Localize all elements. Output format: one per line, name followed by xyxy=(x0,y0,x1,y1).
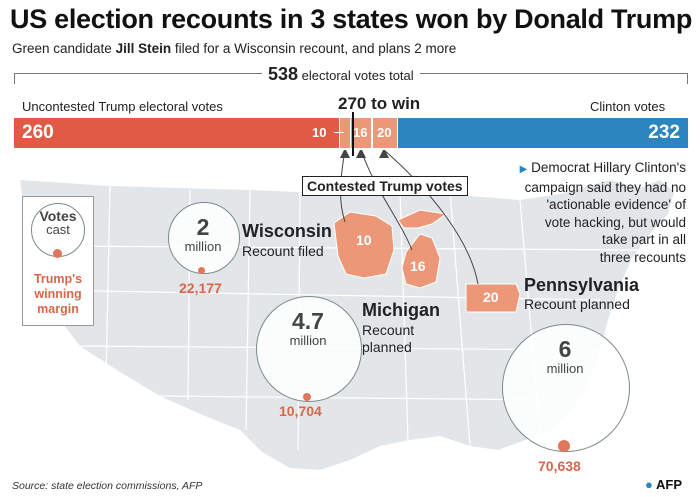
michigan-votes-unit: million xyxy=(289,333,327,348)
bar-segment-pennsylvania: 20 xyxy=(373,118,397,148)
note-line: take part in all xyxy=(601,232,686,247)
clinton-label: Clinton votes xyxy=(590,99,666,114)
michigan-margin: 10,704 xyxy=(279,403,322,419)
michigan-upper-shape xyxy=(397,209,448,229)
subtitle-pre: Green candidate xyxy=(12,41,116,56)
note-line: campaign said they had no xyxy=(524,179,686,195)
michigan-margin-dot xyxy=(303,393,311,401)
wisconsin-votes-circle xyxy=(168,202,240,274)
total-caption: electoral votes total xyxy=(298,68,414,83)
michigan-ev: 16 xyxy=(410,258,426,274)
legend-votes: Votes xyxy=(39,208,77,224)
pennsylvania-status: Recount planned xyxy=(524,296,630,312)
michigan-votes-number: 4.7 xyxy=(292,308,324,334)
to-win-label: 270 to win xyxy=(338,94,421,113)
wisconsin-ev: 10 xyxy=(356,232,372,248)
bar-value-pennsylvania: 20 xyxy=(377,125,392,140)
note-line: 'actionable evidence' of xyxy=(546,197,686,212)
michigan-votes-circle xyxy=(256,296,362,402)
contested-label: Contested Trump votes xyxy=(302,176,468,196)
legend: Votes cast Trump's winning margin xyxy=(22,196,94,326)
michigan-votes: 4.7 million xyxy=(256,308,360,348)
michigan-status: Recount planned xyxy=(362,322,414,356)
bar-value-michigan: 16 xyxy=(353,125,368,140)
to-win-marker xyxy=(352,112,354,156)
legend-cast: cast xyxy=(46,222,70,237)
bar-segment-clinton: 232 xyxy=(398,118,688,148)
wisconsin-shape xyxy=(333,211,395,279)
note-line-text: Democrat Hillary Clinton's xyxy=(531,160,686,175)
wisconsin-arrow-icon xyxy=(340,150,350,158)
michigan-arrow-icon xyxy=(356,150,366,158)
pennsylvania-margin-dot xyxy=(558,440,570,452)
wisconsin-margin: 22,177 xyxy=(179,280,222,296)
pennsylvania-margin: 70,638 xyxy=(538,458,581,474)
pennsylvania-votes: 6 million xyxy=(502,336,628,376)
bar-value-clinton: 232 xyxy=(648,122,680,143)
legend-dot xyxy=(53,249,62,258)
pennsylvania-votes-number: 6 xyxy=(558,336,572,362)
legend-caption-line: Trump's xyxy=(33,272,83,286)
total-label: 538 electoral votes total xyxy=(262,64,420,85)
michigan-status-line: Recount xyxy=(362,322,415,338)
michigan-name: Michigan xyxy=(362,300,441,320)
wisconsin-votes: 2 million xyxy=(168,214,238,254)
wisconsin-margin-dot xyxy=(198,267,205,274)
subtitle-post: filed for a Wisconsin recount, and plans… xyxy=(171,41,457,56)
total-number: 538 xyxy=(268,64,299,84)
legend-circle xyxy=(31,203,85,257)
source-credit: Source: state election commissions, AFP xyxy=(12,480,203,492)
legend-votes-text: Votes cast xyxy=(31,209,85,236)
pennsylvania-ev: 20 xyxy=(483,289,499,305)
note-line: vote hacking, but would xyxy=(544,214,686,230)
bar-segment-michigan: 16 xyxy=(351,118,371,148)
note-line: ▶ Democrat Hillary Clinton's xyxy=(492,159,686,179)
michigan-status-line: planned xyxy=(362,339,412,355)
afp-logo: ● AFP xyxy=(645,477,682,492)
bar-value-wisconsin: 10 xyxy=(312,125,327,140)
uncontested-label: Uncontested Trump electoral votes xyxy=(22,99,223,114)
subtitle: Green candidate Jill Stein filed for a W… xyxy=(12,41,456,56)
pennsylvania-name: Pennsylvania xyxy=(524,275,640,295)
pennsylvania-votes-unit: million xyxy=(546,361,584,376)
note-triangle-icon: ▶ xyxy=(519,164,528,175)
legend-caption: Trump's winning margin xyxy=(23,272,93,317)
clinton-note: ▶ Democrat Hillary Clinton's campaign sa… xyxy=(492,159,686,266)
note-line: three recounts xyxy=(599,249,686,265)
wisconsin-votes-number: 2 xyxy=(196,214,210,240)
wisconsin-tick xyxy=(334,132,344,133)
bar-value-trump: 260 xyxy=(22,122,54,143)
subtitle-name: Jill Stein xyxy=(115,41,172,56)
legend-caption-line: winning xyxy=(34,287,82,301)
wisconsin-votes-unit: million xyxy=(184,239,222,254)
pennsylvania-shape xyxy=(465,283,521,313)
afp-logo-text: AFP xyxy=(656,477,682,492)
bar-segment-trump: 260 10 xyxy=(14,118,339,148)
afp-logo-icon: ● xyxy=(645,477,653,492)
wisconsin-status: Recount filed xyxy=(242,243,324,259)
pennsylvania-arrow-icon xyxy=(379,150,389,158)
page-title: US election recounts in 3 states won by … xyxy=(10,4,693,34)
bar-segment-wisconsin xyxy=(340,118,350,148)
legend-caption-line: margin xyxy=(37,302,79,316)
wisconsin-name: Wisconsin xyxy=(242,221,332,241)
